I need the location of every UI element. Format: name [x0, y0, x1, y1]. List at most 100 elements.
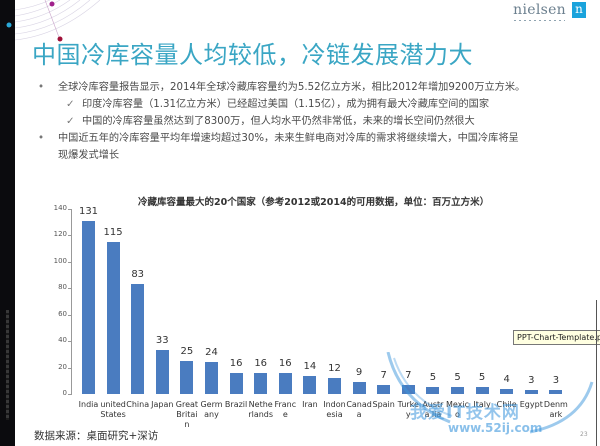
y-tick-label: 140: [53, 204, 67, 212]
y-tick-mark: [68, 314, 71, 316]
check-icon: ✓: [66, 116, 75, 127]
bar: [254, 372, 268, 394]
bullet-list: • 全球冷库容量报告显示，2014年全球冷藏库容量约为5.52亿立方米，相比20…: [38, 79, 598, 164]
sub-bullet-item: ✓ 中国的冷库容量虽然达到了8300万，但人均水平仍然非常低，未来的增长空间仍然…: [38, 113, 598, 130]
file-tooltip: PPT-Chart-Template.pptx: [513, 330, 600, 345]
y-tick-mark: [68, 261, 71, 263]
y-axis: [71, 209, 72, 395]
bar-value-label: 3: [528, 375, 535, 387]
x-category-label: Denm ark: [543, 400, 568, 419]
nielsen-logo: nielsen n: [513, 2, 586, 21]
x-category-label: Italy: [473, 400, 491, 409]
bar-value-label: 83: [131, 269, 145, 281]
bar-value-label: 25: [180, 345, 194, 357]
y-tick-mark: [68, 341, 71, 343]
check-icon: ✓: [66, 99, 75, 110]
bar-value-label: 3: [552, 375, 560, 387]
bar: [401, 384, 415, 394]
bar-value-label: 5: [478, 372, 486, 384]
y-tick-label: 100: [53, 256, 67, 265]
x-category-label: Egypt: [519, 400, 543, 409]
bar: [82, 220, 95, 394]
bar-value-label: 7: [380, 369, 387, 381]
x-category-label: Nethe rlands: [248, 400, 274, 419]
vertical-copyright-text: [6, 310, 9, 420]
bar-value-label: 131: [78, 205, 99, 217]
bar-value-label: 33: [155, 335, 169, 347]
bar: [131, 284, 145, 394]
bar-value-label: 7: [405, 369, 412, 381]
source-note: 数据来源：桌面研究+深访: [34, 430, 159, 442]
y-tick-mark: [68, 394, 71, 395]
bar: [426, 387, 440, 394]
y-tick-mark: [68, 235, 71, 237]
bar-value-label: 24: [205, 347, 218, 359]
sub-bullet-item: ✓ 印度冷库容量（1.31亿立方米）已经超过美国（1.15亿），成为拥有最大冷藏…: [38, 96, 598, 113]
bar-value-label: 14: [303, 360, 317, 372]
bar-value-label: 12: [328, 363, 341, 375]
x-category-label: Brazil: [224, 400, 248, 409]
x-category-label: India: [78, 400, 99, 409]
bar: [475, 387, 489, 394]
decorative-arcs-icon: [6, 0, 101, 42]
bar: [278, 372, 292, 394]
y-tick-mark: [68, 209, 71, 210]
chart-title: 冷藏库容量最大的20个国家（参考2012或2014的可用数据，单位：百万立方米）: [138, 197, 490, 208]
bar: [106, 242, 120, 394]
logo-mark-icon: n: [572, 2, 586, 18]
bar-value-label: 5: [454, 372, 461, 384]
bullet-dot-icon: •: [38, 82, 45, 93]
x-category-label: Chile: [496, 400, 517, 409]
bar: [205, 362, 218, 394]
bar-value-label: 5: [429, 372, 437, 384]
watermark-url: www.52ij.com: [448, 421, 543, 435]
bar-value-label: 9: [355, 367, 363, 379]
y-tick-label: 40: [58, 336, 67, 345]
y-tick-label: 120: [53, 230, 67, 239]
bar: [328, 378, 341, 394]
watermark-text: 我爱IT技术网: [410, 403, 520, 423]
bar: [377, 384, 391, 394]
bar-value-label: 16: [254, 357, 268, 369]
x-category-label: Indon esia: [323, 400, 346, 419]
bar: [451, 387, 464, 394]
bullet-dot-icon: •: [38, 133, 45, 144]
y-tick-label: 0: [62, 389, 67, 397]
window-edge: [596, 300, 597, 446]
bullet-text: 全球冷库容量报告显示，2014年全球冷藏库容量约为5.52亿立方米，相比2012…: [58, 82, 526, 93]
x-category-label: Canad a: [346, 400, 372, 419]
x-category-label: Mexic o: [445, 400, 470, 419]
logo-wordmark: nielsen: [513, 2, 566, 21]
page-number: 23: [580, 431, 588, 438]
bullet-item: • 中国近五年的冷库容量平均年增速均超过30%，未来生鲜电商对冷库的需求将继续增…: [38, 130, 598, 164]
bar: [549, 390, 563, 394]
bar: [155, 350, 169, 394]
bullet-text: 中国近五年的冷库容量平均年增速均超过30%，未来生鲜电商对冷库的需求将继续增大，…: [58, 133, 519, 161]
bar-value-label: 16: [278, 357, 292, 369]
x-category-label: Japan: [151, 400, 174, 409]
y-tick-label: 60: [58, 309, 67, 318]
y-tick-label: 20: [58, 362, 67, 371]
x-category-label: united States: [100, 400, 126, 419]
x-category-label: Turke y: [397, 400, 419, 419]
watermark-wing-icon: [386, 352, 594, 434]
x-category-label: China: [126, 400, 150, 409]
bar: [180, 360, 194, 394]
x-category-label: Spain: [372, 400, 395, 409]
bar-value-label: 4: [503, 373, 510, 385]
y-tick-mark: [68, 288, 71, 290]
bar: [229, 372, 243, 394]
sub-bullet-text: 中国的冷库容量虽然达到了8300万，但人均水平仍然非常低，未来的增长空间仍然很大: [82, 116, 475, 127]
slide-title: 中国冷库容量人均较低，冷链发展潜力大: [32, 41, 473, 69]
bar-value-label: 16: [229, 357, 243, 369]
x-category-label: Franc e: [274, 400, 297, 419]
bar: [303, 375, 317, 394]
x-category-label: Great Britai n: [175, 400, 199, 429]
bar: [352, 382, 366, 394]
y-tick-label: 80: [58, 283, 67, 292]
x-category-label: Germ any: [200, 400, 223, 419]
bar-value-label: 115: [103, 227, 123, 239]
y-tick-mark: [68, 367, 71, 369]
left-dark-strip: [0, 0, 15, 446]
bar: [500, 388, 514, 394]
